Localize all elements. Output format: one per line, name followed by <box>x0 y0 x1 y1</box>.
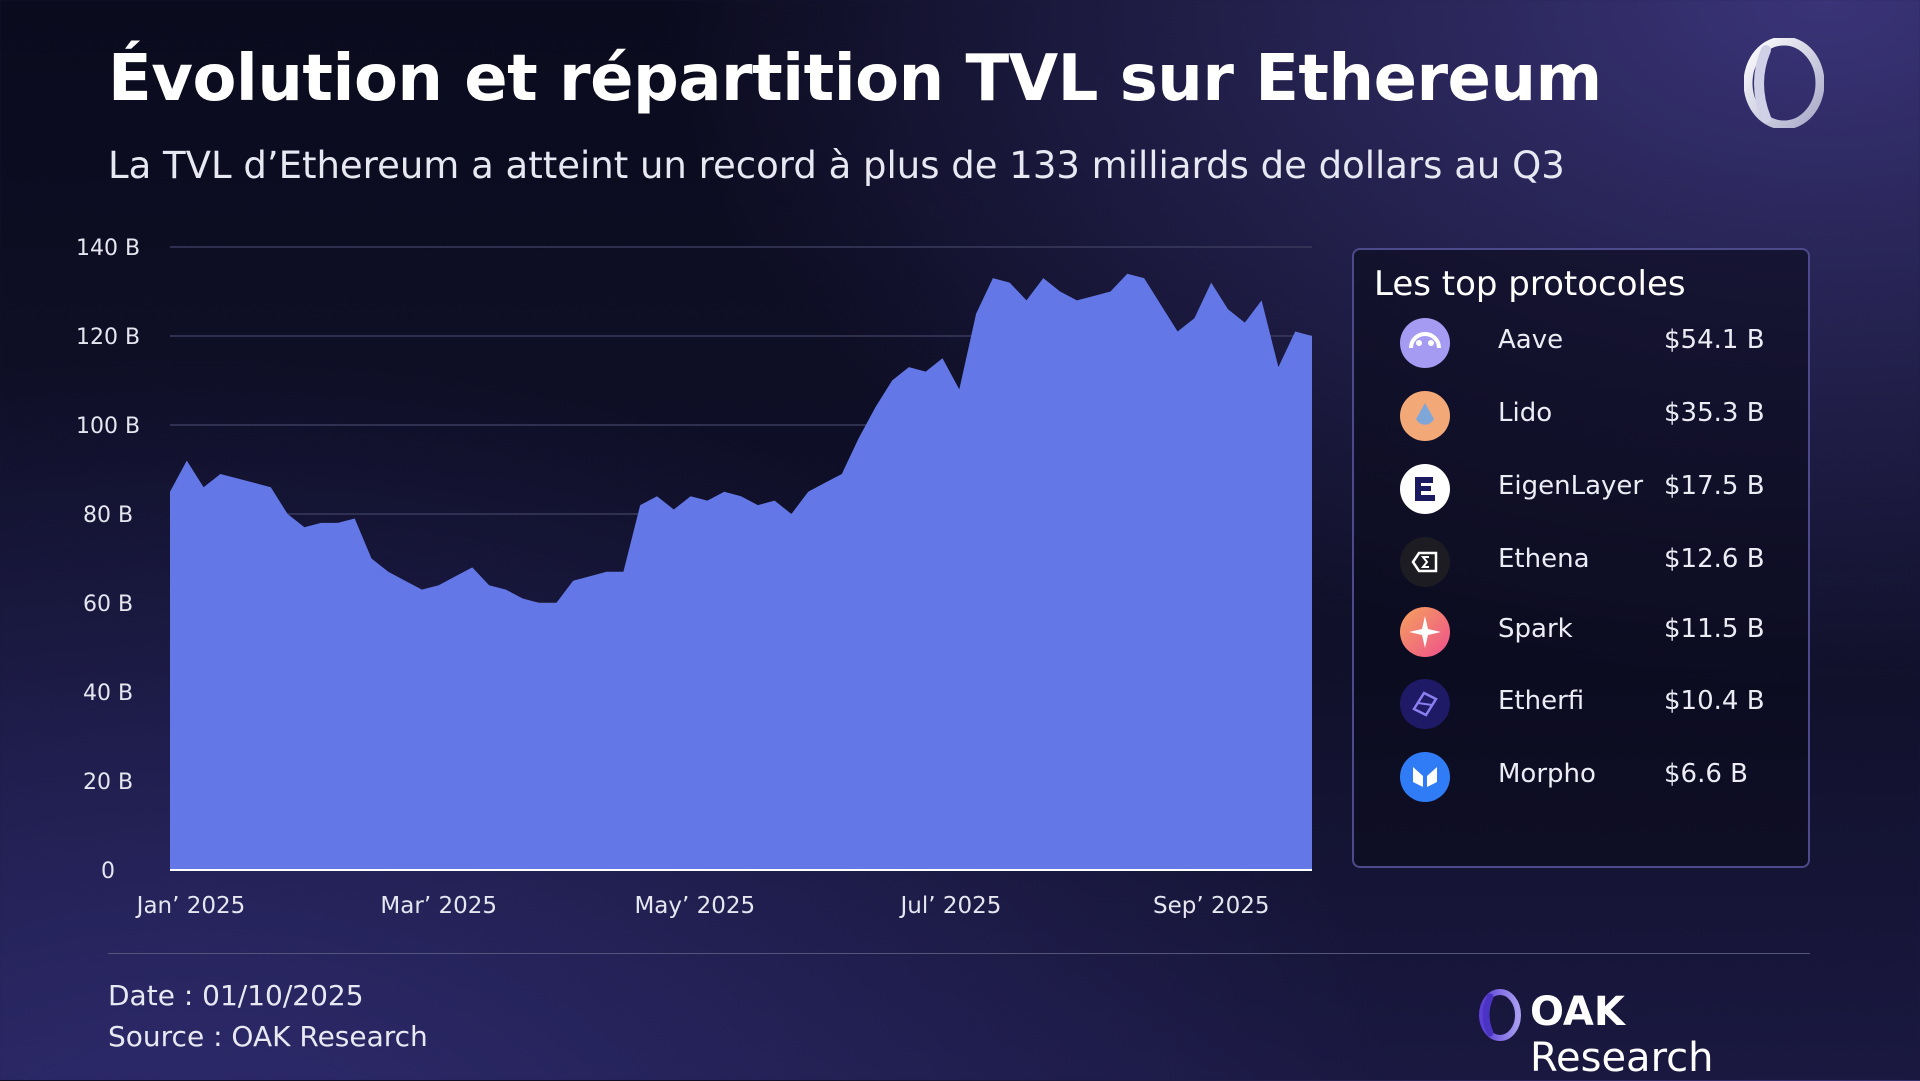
page-subtitle: La TVL d’Ethereum a atteint un record à … <box>108 144 1565 187</box>
y-tick-label: 140 B <box>76 236 140 261</box>
y-tick-label: 40 B <box>83 681 133 706</box>
oak-brand-icon <box>1479 989 1521 1041</box>
footer-source: Source : OAK Research <box>108 1020 428 1053</box>
protocol-value: $11.5 B <box>1664 614 1765 644</box>
area-layer <box>170 273 1312 870</box>
etherfi-icon <box>1400 679 1450 729</box>
y-tick-label: 100 B <box>76 414 140 439</box>
brand-bold: OAK <box>1530 989 1625 1035</box>
footer-date: Date : 01/10/2025 <box>108 979 364 1012</box>
protocol-name: Lido <box>1498 398 1553 428</box>
protocol-name: Etherfi <box>1498 686 1585 716</box>
aave-icon <box>1400 318 1450 368</box>
protocol-name: Morpho <box>1498 759 1596 789</box>
lido-icon <box>1400 391 1450 441</box>
top-protocols-panel: Les top protocoles Aave $54.1 B Lido $35.3 … <box>1352 248 1810 868</box>
protocol-value: $35.3 B <box>1664 398 1765 428</box>
protocol-value: $17.5 B <box>1664 471 1765 501</box>
brand-logo: OAK Research <box>1478 985 1818 1081</box>
protocol-name: Ethena <box>1498 544 1590 574</box>
protocol-name: Aave <box>1498 325 1564 355</box>
brand-text: OAK Research <box>1530 989 1818 1081</box>
y-tick-label: 80 B <box>83 503 133 528</box>
footer-divider <box>108 953 1810 954</box>
protocol-value: $6.6 B <box>1664 759 1748 789</box>
protocol-value: $10.4 B <box>1664 686 1765 716</box>
brand-light: Research <box>1530 1035 1714 1081</box>
x-tick-label: May’ 2025 <box>634 893 755 919</box>
protocol-row-etherfi: Etherfi $10.4 B <box>1354 674 1808 734</box>
oak-logo-icon <box>1744 38 1824 128</box>
protocol-row-ethena: Ethena $12.6 B <box>1354 532 1808 592</box>
protocol-row-morpho: Morpho $6.6 B <box>1354 747 1808 807</box>
x-tick-label: Jan’ 2025 <box>135 893 246 919</box>
protocol-value: $54.1 B <box>1664 325 1765 355</box>
y-axis-ticks: 0 20 B 40 B 60 B 80 B 100 B 120 B 140 B <box>76 236 140 884</box>
page-title: Évolution et répartition TVL sur Ethereu… <box>108 42 1602 116</box>
x-tick-label: Jul’ 2025 <box>898 893 1001 919</box>
protocol-row-lido: Lido $35.3 B <box>1354 386 1808 446</box>
x-tick-label: Sep’ 2025 <box>1153 893 1270 919</box>
protocol-row-spark: Spark $11.5 B <box>1354 602 1808 662</box>
protocol-value: $12.6 B <box>1664 544 1765 574</box>
protocol-row-eigenlayer: EigenLayer $17.5 B <box>1354 459 1808 519</box>
morpho-icon <box>1400 752 1450 802</box>
spark-icon <box>1400 607 1450 657</box>
protocol-name: Spark <box>1498 614 1573 644</box>
protocol-row-aave: Aave $54.1 B <box>1354 313 1808 373</box>
y-tick-label: 0 <box>101 859 115 884</box>
y-tick-label: 120 B <box>76 325 140 350</box>
x-axis-ticks: Jan’ 2025 Mar’ 2025 May’ 2025 Jul’ 2025 Sep’… <box>135 893 1270 919</box>
y-tick-label: 60 B <box>83 592 133 617</box>
protocol-name: EigenLayer <box>1498 471 1644 501</box>
x-tick-label: Mar’ 2025 <box>380 893 497 919</box>
tvl-area-chart: 0 20 B 40 B 60 B 80 B 100 B 120 B 140 B Jan’ 20… <box>76 236 1312 919</box>
eigenlayer-icon <box>1400 464 1450 514</box>
y-tick-label: 20 B <box>83 770 133 795</box>
tvl-area-series <box>170 273 1312 870</box>
ethena-icon <box>1400 537 1450 587</box>
panel-title: Les top protocoles <box>1374 264 1686 304</box>
